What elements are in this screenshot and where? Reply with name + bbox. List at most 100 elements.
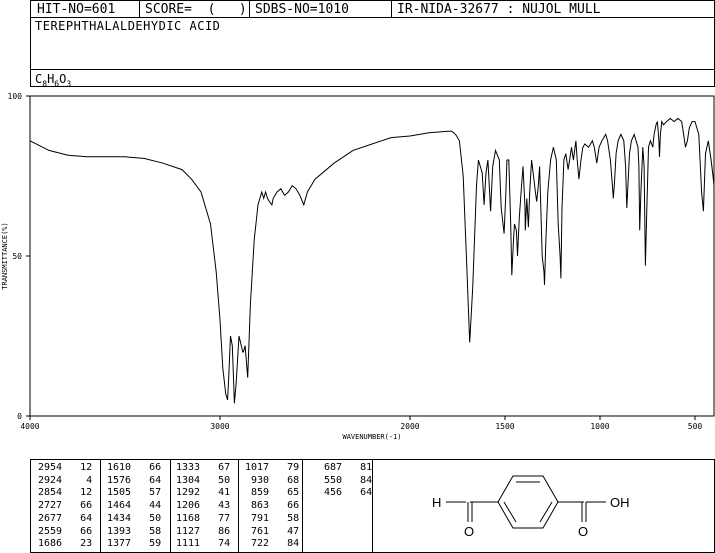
peak-transmittance: 12: [62, 462, 93, 473]
score: SCORE= ( ): [145, 2, 247, 17]
peak-column-divider: [302, 460, 303, 553]
right-o-atom: O: [578, 524, 588, 539]
peak-transmittance: 79: [269, 462, 300, 473]
peak-row: 1464 44: [107, 500, 161, 513]
x-tick-label: 500: [688, 422, 703, 431]
y-tick-label: 50: [12, 252, 22, 261]
ir-spectrum-chart: 4000 3000 2000 1500 1000 500 0 50 100 WAVENUMBER…: [1, 92, 715, 441]
peak-row: 1505 57: [107, 487, 161, 500]
peak-row: 761 47: [245, 526, 299, 539]
molecular-formula: C8H6O3: [35, 72, 72, 89]
peak-transmittance: 86: [200, 525, 231, 537]
peak-column: 687 81 550 84 456 64: [318, 462, 372, 500]
peak-row: 1576 64: [107, 475, 161, 488]
peak-transmittance: 58: [131, 525, 162, 537]
peak-row: 1393 58: [107, 526, 161, 539]
ir-id: IR-NIDA-32677 : NUJOL MULL: [397, 2, 601, 17]
peak-wavenumber: 863: [245, 500, 270, 512]
peak-wavenumber: 687: [318, 462, 343, 473]
peak-transmittance: 50: [131, 512, 162, 524]
peak-transmittance: 59: [131, 538, 162, 550]
peak-transmittance: 64: [131, 474, 162, 486]
peak-wavenumber: 761: [245, 525, 270, 537]
peak-wavenumber: 1686: [38, 538, 63, 550]
peak-row: 1206 43: [176, 500, 230, 513]
peak-wavenumber: 722: [245, 538, 270, 550]
peak-transmittance: 68: [269, 474, 300, 486]
compound-name: TEREPHTHALALDEHYDIC ACID: [35, 19, 221, 33]
ring-double-bond: [539, 501, 553, 523]
y-tick-label: 100: [8, 92, 23, 101]
peak-row: 687 81: [318, 462, 372, 475]
peak-transmittance: 44: [131, 500, 162, 512]
peak-row: 1127 86: [176, 526, 230, 539]
peak-row: 930 68: [245, 475, 299, 488]
peak-transmittance: 65: [269, 487, 300, 499]
x-tick-label: 2000: [400, 422, 419, 431]
x-tick-label: 1500: [495, 422, 514, 431]
peak-column-divider: [100, 460, 101, 553]
peak-transmittance: 66: [62, 500, 93, 512]
peak-row: 1377 59: [107, 538, 161, 551]
header-divider: [249, 1, 250, 18]
peak-transmittance: 41: [200, 487, 231, 499]
peak-transmittance: 81: [342, 462, 373, 473]
peak-wavenumber: 1505: [107, 487, 132, 499]
peak-column: 1333 67 1304 50 1292 41 1206 43 1168 77 1127 …: [176, 462, 230, 551]
peak-transmittance: 66: [269, 500, 300, 512]
peak-transmittance: 66: [131, 462, 162, 473]
x-tick-label: 3000: [210, 422, 229, 431]
y-tick-label: 0: [17, 412, 22, 421]
header-bar: HIT-NO=601 SCORE= ( ) SDBS-NO=1010 IR-NI…: [30, 0, 715, 18]
hit-no: HIT-NO=601: [37, 2, 116, 17]
peak-transmittance: 66: [62, 525, 93, 537]
peak-wavenumber: 1127: [176, 525, 201, 537]
peak-column: 2954 12 2924 4 2854 12 2727 66 2677 64 2559 6…: [38, 462, 92, 551]
peak-row: 1304 50: [176, 475, 230, 488]
peak-wavenumber: 1576: [107, 474, 132, 486]
peak-row: 863 66: [245, 500, 299, 513]
y-axis-label: TRANSMITTANCE(%): [1, 222, 9, 289]
peak-row: 1168 77: [176, 513, 230, 526]
peak-column: 1610 66 1576 64 1505 57 1464 44 1434 50 1393 …: [107, 462, 161, 551]
peak-row: 791 58: [245, 513, 299, 526]
peak-row: 2727 66: [38, 500, 92, 513]
left-o-atom: O: [464, 524, 474, 539]
peak-wavenumber: 1377: [107, 538, 132, 550]
peak-row: 2677 64: [38, 513, 92, 526]
header-divider: [139, 1, 140, 18]
peak-wavenumber: 1464: [107, 500, 132, 512]
header-divider: [391, 1, 392, 18]
peak-wavenumber: 1610: [107, 462, 132, 473]
peak-transmittance: 57: [131, 487, 162, 499]
peak-wavenumber: 1333: [176, 462, 201, 473]
peak-wavenumber: 1393: [107, 525, 132, 537]
peak-transmittance: 84: [342, 474, 373, 486]
h-atom: H: [432, 495, 441, 510]
peak-wavenumber: 1017: [245, 462, 270, 473]
peak-column-divider: [170, 460, 171, 553]
peak-row: 456 64: [318, 487, 372, 500]
peak-wavenumber: 2559: [38, 525, 63, 537]
peak-row: 1333 67: [176, 462, 230, 475]
peak-transmittance: 23: [62, 538, 93, 550]
peak-wavenumber: 456: [318, 487, 343, 499]
peak-wavenumber: 2854: [38, 487, 63, 499]
peak-transmittance: 64: [342, 487, 373, 499]
peak-wavenumber: 1434: [107, 512, 132, 524]
peak-wavenumber: 2954: [38, 462, 63, 473]
x-tick-label: 1000: [590, 422, 609, 431]
benzene-ring: [497, 475, 559, 529]
peak-row: 1292 41: [176, 487, 230, 500]
peak-row: 2924 4: [38, 475, 92, 488]
peak-wavenumber: 2727: [38, 500, 63, 512]
info-divider: [30, 69, 715, 70]
peak-row: 859 65: [245, 487, 299, 500]
peak-row: 2854 12: [38, 487, 92, 500]
spectrum-line: [29, 117, 715, 404]
peak-wavenumber: 1206: [176, 500, 201, 512]
peak-row: 1434 50: [107, 513, 161, 526]
peak-row: 550 84: [318, 475, 372, 488]
peak-transmittance: 77: [200, 512, 231, 524]
peak-wavenumber: 1168: [176, 512, 201, 524]
